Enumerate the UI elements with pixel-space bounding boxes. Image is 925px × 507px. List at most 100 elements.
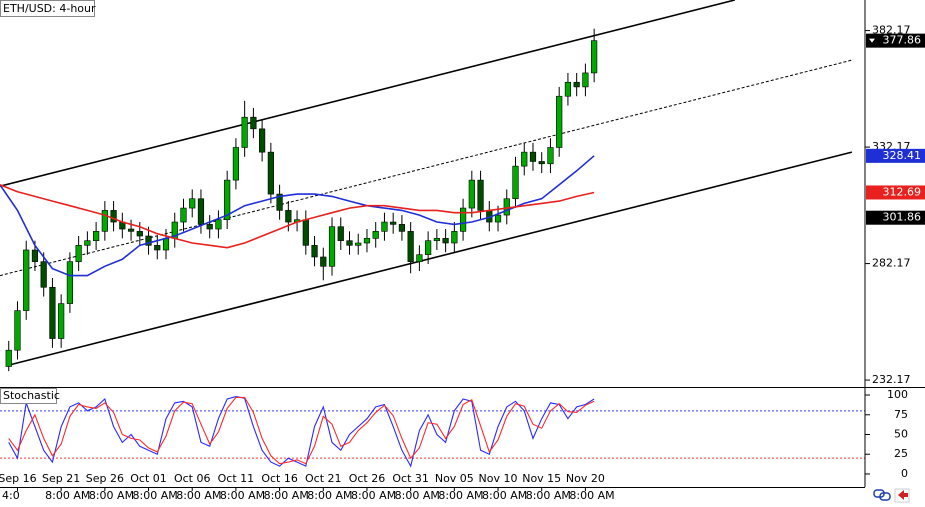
candle-body: [285, 210, 292, 223]
candle-body: [459, 207, 467, 232]
last-price-arrow: [869, 38, 875, 43]
candle-body: [372, 231, 379, 239]
x-tick-label: Nov 05: [435, 472, 474, 485]
candle-body: [494, 214, 502, 223]
x-sublabel: 8:00 AM: [89, 489, 134, 502]
candle-body: [311, 245, 318, 258]
ma-slow-label-box: [866, 185, 925, 200]
x-tick-label: Oct 01: [130, 472, 167, 485]
stochastic-title: Stochastic: [3, 389, 60, 402]
last-price-label-box: [866, 33, 925, 48]
candle-body: [547, 147, 554, 165]
x-sublabel: 8:00 AM: [45, 489, 90, 502]
x-tick-label: Sep 21: [42, 472, 80, 485]
x-sublabel: 8:00 AM: [176, 489, 221, 502]
x-tick-label: Sep 16: [0, 472, 37, 485]
candle-body: [416, 254, 423, 262]
candle-body: [145, 235, 152, 246]
x-sublabel: 8:00 AM: [482, 489, 527, 502]
stoch-tick-label: 25: [894, 447, 908, 460]
candle-body: [302, 219, 309, 246]
y-tick-label: 232.17: [872, 373, 911, 386]
ma-fast-label-box: [866, 148, 925, 163]
x-sublabel: 8:00 AM: [569, 489, 614, 502]
x-sublabel: 8:00 AM: [307, 489, 352, 502]
candle-body: [320, 256, 327, 267]
scroll-icon[interactable]: [894, 488, 910, 503]
candle-body: [40, 261, 47, 288]
candle-body: [154, 245, 161, 251]
candle-body: [442, 238, 449, 244]
chart-title: ETH/USD: 4-hour: [3, 2, 96, 15]
candle-body: [136, 231, 143, 237]
candle-body: [512, 165, 519, 200]
x-sublabel: 8:00 AM: [526, 489, 571, 502]
x-sublabel: 8:00 AM: [351, 489, 396, 502]
candle-body: [224, 179, 231, 221]
x-tick-label: Nov 15: [522, 472, 561, 485]
stoch-tick-label: 0: [901, 467, 908, 480]
x-sublabel: 4:0: [2, 489, 20, 502]
candle-body: [180, 207, 187, 223]
candle-body: [337, 226, 344, 241]
candle-body: [66, 261, 73, 304]
marker-price-label: 301.86: [883, 211, 922, 224]
candle-body: [215, 219, 222, 230]
toolbar-icons: [873, 488, 910, 503]
stochastic-frame: [0, 388, 57, 404]
candle-body: [110, 210, 117, 223]
candle-body: [538, 161, 545, 165]
link-ring: [879, 492, 891, 501]
candle-body: [529, 151, 537, 162]
candle-body: [267, 151, 274, 195]
link-icon[interactable]: [873, 489, 891, 501]
stochastic-panel: [0, 396, 865, 468]
candle-body: [75, 245, 82, 262]
candle-body: [189, 198, 196, 209]
candle-body: [250, 116, 257, 130]
candle-body: [49, 286, 56, 339]
x-tick-label: Nov 20: [566, 472, 605, 485]
candle-body: [573, 81, 580, 88]
x-tick-label: Oct 16: [261, 472, 298, 485]
candle-body: [346, 240, 353, 246]
candle-body: [58, 303, 65, 339]
candle-body: [591, 40, 598, 74]
candle-body: [503, 198, 510, 216]
ma-fast-label: 328.41: [883, 149, 922, 162]
candle-body: [127, 228, 135, 232]
candle-body: [197, 198, 205, 225]
candle-body: [84, 240, 91, 246]
ma-slow-label: 312.69: [883, 185, 922, 198]
x-tick-label: Oct 11: [218, 472, 255, 485]
candle-body: [355, 242, 362, 246]
stochastic-title-box: Stochastic: [0, 388, 60, 404]
x-tick-label: Sep 26: [86, 472, 124, 485]
channel-midline: [0, 59, 853, 277]
x-tick-label: Oct 26: [349, 472, 386, 485]
candle-body: [556, 95, 563, 148]
candle-body: [433, 238, 440, 241]
stoch-tick-label: 100: [887, 388, 908, 401]
candle-body: [398, 224, 406, 232]
candle-body: [162, 238, 170, 251]
candle-body: [521, 151, 528, 167]
candle-body: [564, 81, 572, 97]
candle-body: [259, 128, 266, 153]
candle-body: [582, 72, 589, 88]
candle-body: [468, 179, 475, 209]
channel-line: [8, 151, 853, 366]
candle-body: [206, 224, 213, 230]
scroll-arrow: [898, 490, 908, 500]
stoch-tick-label: 75: [894, 408, 908, 421]
x-tick-label: Oct 31: [392, 472, 429, 485]
candle-body: [328, 226, 336, 267]
x-tick-label: Oct 06: [174, 472, 211, 485]
x-sublabel: 8:00 AM: [133, 489, 178, 502]
moving-average: [0, 155, 595, 277]
candle-body: [93, 231, 100, 241]
candle-body: [407, 231, 414, 262]
candle-body: [381, 221, 388, 232]
